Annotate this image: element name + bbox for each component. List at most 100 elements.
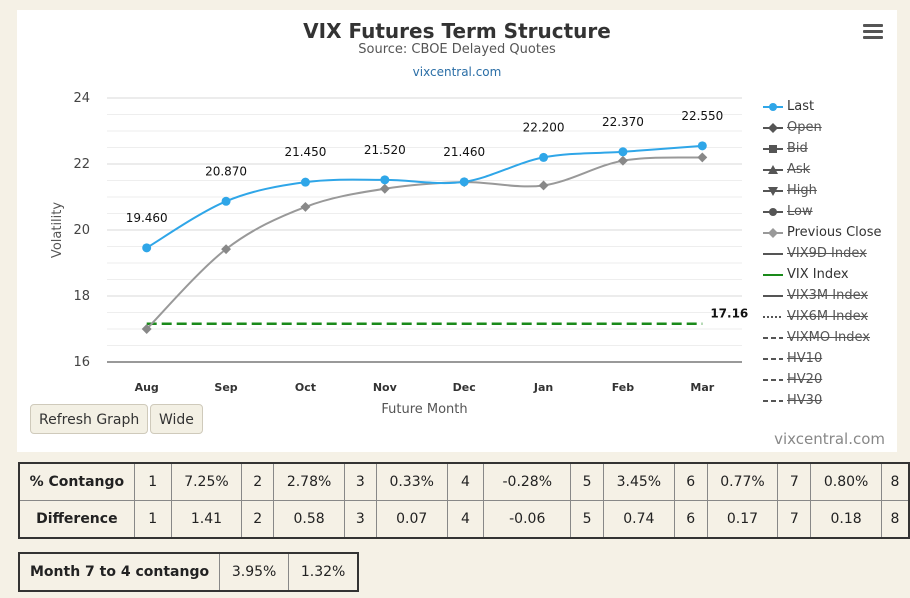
- x-tick-label: Mar: [690, 381, 714, 394]
- circle-legend-icon: [763, 207, 783, 216]
- legend-item[interactable]: VIXMO Index: [763, 327, 897, 348]
- month-number-cell: 4: [446, 500, 485, 539]
- hamburger-menu-icon[interactable]: [863, 24, 883, 42]
- last-point: [380, 175, 390, 185]
- legend-item[interactable]: HV20: [763, 369, 897, 390]
- x-tick-label: Aug: [135, 381, 159, 394]
- row-label: Difference: [18, 500, 135, 539]
- chart-legend: Last Open Bid Ask High Low Previous Close VIX9D…: [763, 96, 897, 411]
- y-axis-title: Volatility: [50, 202, 65, 258]
- value-cell: 0.58: [273, 500, 345, 539]
- dash-legend-icon: [763, 399, 783, 402]
- x-tick-label: Nov: [373, 381, 398, 394]
- dash-legend-icon: [763, 378, 783, 381]
- legend-label: Previous Close: [787, 225, 882, 240]
- x-axis-title: Future Month: [381, 402, 467, 417]
- diamond-legend-icon: [763, 122, 783, 133]
- last-data-label: 22.550: [681, 109, 723, 123]
- line-legend-icon: [763, 273, 783, 276]
- chart-card: 16 18 20 22 24 Aug Sep Oct Nov Dec Jan Feb Mar Future…: [17, 10, 897, 452]
- value-cell: -0.28%: [483, 462, 572, 501]
- value-cell: 7.25%: [170, 462, 243, 501]
- legend-label: VIX Index: [787, 267, 849, 282]
- legend-item[interactable]: HV30: [763, 390, 897, 411]
- value-cell: 0.17: [706, 500, 779, 539]
- legend-item[interactable]: Previous Close: [763, 222, 897, 243]
- chart-plot: 16 18 20 22 24 Aug Sep Oct Nov Dec Jan Feb Mar Future…: [50, 91, 748, 417]
- legend-label: VIX3M Index: [787, 288, 869, 303]
- line-legend-icon: [763, 294, 783, 297]
- month-number-cell: 1: [133, 462, 172, 501]
- legend-label: Low: [787, 204, 813, 219]
- month-number-cell: 1: [133, 500, 172, 539]
- previous-close-point: [538, 180, 549, 191]
- x-tick-label: Sep: [214, 381, 237, 394]
- legend-item[interactable]: Low: [763, 201, 897, 222]
- last-data-label: 22.200: [523, 120, 565, 134]
- legend-label: Ask: [787, 162, 811, 177]
- summary-value: 3.95%: [219, 552, 290, 592]
- legend-label: Bid: [787, 141, 808, 156]
- month-number-cell: 4: [446, 462, 485, 501]
- legend-item[interactable]: HV10: [763, 348, 897, 369]
- diamond-legend-icon: [763, 227, 783, 238]
- previous-close-point: [300, 201, 311, 212]
- value-cell: 0.77%: [706, 462, 779, 501]
- legend-item[interactable]: Bid: [763, 138, 897, 159]
- legend-item[interactable]: Ask: [763, 159, 897, 180]
- triangle-down-legend-icon: [763, 186, 783, 196]
- site-link[interactable]: vixcentral.com: [412, 65, 502, 79]
- square-legend-icon: [763, 144, 783, 153]
- month-number-cell: 2: [241, 462, 275, 501]
- x-tick-label: Dec: [453, 381, 476, 394]
- value-cell: 0.74: [602, 500, 675, 539]
- legend-item[interactable]: High: [763, 180, 897, 201]
- last-data-label: 19.460: [126, 211, 168, 225]
- legend-item[interactable]: Last: [763, 96, 897, 117]
- summary-value: 1.32%: [288, 552, 359, 592]
- wide-button[interactable]: Wide: [150, 404, 203, 434]
- last-data-label: 21.450: [284, 145, 326, 159]
- month-number-cell: 5: [570, 462, 604, 501]
- last-point: [221, 196, 231, 206]
- y-tick-label: 20: [73, 223, 90, 238]
- legend-item[interactable]: VIX6M Index: [763, 306, 897, 327]
- vix-index-label: 17.16: [710, 307, 748, 321]
- value-cell: 0.33%: [375, 462, 448, 501]
- legend-label: Last: [787, 99, 815, 114]
- dash-legend-icon: [763, 336, 783, 339]
- month-number-cell: 7: [777, 462, 812, 501]
- legend-item[interactable]: Open: [763, 117, 897, 138]
- legend-item[interactable]: VIX3M Index: [763, 285, 897, 306]
- triangle-legend-icon: [763, 164, 783, 174]
- chart-title: VIX Futures Term Structure: [303, 19, 611, 43]
- summary-table: Month 7 to 4 contango 3.95% 1.32%: [18, 552, 360, 592]
- y-tick-label: 18: [73, 289, 90, 304]
- dot-legend-icon: [763, 315, 783, 318]
- legend-label: VIX9D Index: [787, 246, 867, 261]
- legend-label: Open: [787, 120, 822, 135]
- value-cell: -0.06: [483, 500, 572, 539]
- previous-close-point: [697, 152, 708, 163]
- legend-label: VIXMO Index: [787, 330, 871, 345]
- legend-label: VIX6M Index: [787, 309, 869, 324]
- y-tick-label: 22: [73, 157, 90, 172]
- contango-row: % Contango 1 7.25% 2 2.78% 3 0.33% 4 -0.28% 5 3.45…: [18, 462, 910, 501]
- contango-table: % Contango 1 7.25% 2 2.78% 3 0.33% 4 -0.28% 5 3.45…: [18, 462, 910, 539]
- refresh-graph-button[interactable]: Refresh Graph: [30, 404, 149, 434]
- y-tick-label: 16: [73, 355, 90, 370]
- credit-text[interactable]: vixcentral.com: [774, 430, 885, 448]
- last-point: [539, 152, 549, 162]
- circle-legend-icon: [763, 102, 783, 111]
- y-tick-label: 24: [73, 91, 90, 106]
- legend-label: HV30: [787, 393, 823, 408]
- month-number-cell: 3: [343, 462, 377, 501]
- legend-item[interactable]: VIX9D Index: [763, 243, 897, 264]
- legend-item[interactable]: VIX Index: [763, 264, 897, 285]
- value-cell: 3.45%: [602, 462, 675, 501]
- summary-label: Month 7 to 4 contango: [18, 552, 221, 592]
- legend-label: HV10: [787, 351, 823, 366]
- legend-label: High: [787, 183, 817, 198]
- last-data-label: 21.520: [364, 143, 406, 157]
- chart-subtitle: Source: CBOE Delayed Quotes: [358, 42, 556, 57]
